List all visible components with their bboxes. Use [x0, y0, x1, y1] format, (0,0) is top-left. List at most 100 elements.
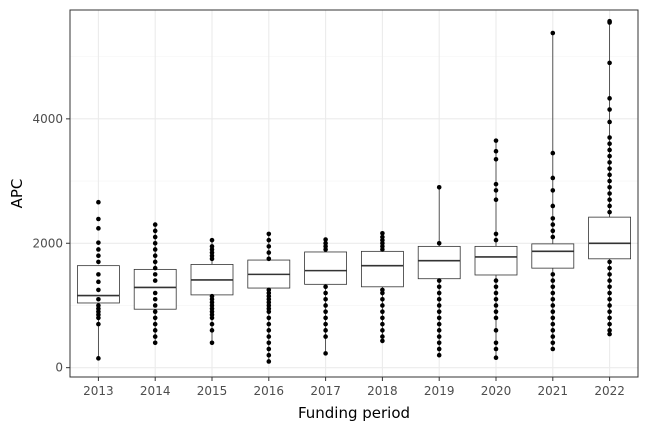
- data-point: [493, 303, 499, 308]
- data-point: [436, 352, 442, 358]
- data-point: [607, 290, 612, 296]
- data-point: [550, 321, 556, 327]
- data-point: [96, 315, 101, 321]
- data-point: [607, 172, 612, 178]
- data-point: [152, 234, 158, 240]
- data-point: [493, 148, 499, 154]
- data-point: [550, 150, 556, 156]
- data-point: [380, 315, 385, 321]
- box-2019: [417, 187, 461, 356]
- data-point: [607, 153, 612, 159]
- data-point: [493, 278, 499, 283]
- data-point: [550, 296, 556, 302]
- box-iqr: [304, 251, 348, 285]
- data-point: [607, 135, 612, 140]
- data-point: [266, 321, 272, 327]
- data-point: [96, 259, 101, 265]
- data-point: [266, 256, 272, 262]
- data-point: [209, 328, 215, 333]
- data-point: [550, 334, 556, 339]
- data-point: [152, 222, 158, 227]
- data-point: [323, 309, 328, 314]
- data-point: [607, 278, 612, 283]
- box-layer: [77, 21, 631, 362]
- data-point: [493, 188, 499, 193]
- data-point: [152, 340, 158, 346]
- x-tick-label: 2016: [254, 384, 285, 398]
- data-point: [550, 188, 556, 193]
- data-point: [550, 234, 556, 240]
- data-point: [152, 296, 158, 302]
- data-point: [550, 309, 556, 314]
- data-point: [380, 303, 385, 308]
- data-point: [436, 328, 442, 333]
- data-point: [436, 278, 442, 283]
- data-point: [493, 237, 499, 243]
- data-point: [550, 228, 556, 234]
- data-point: [493, 355, 499, 361]
- data-point: [550, 175, 556, 181]
- data-point: [96, 356, 101, 361]
- data-point: [96, 240, 101, 245]
- data-point: [436, 290, 442, 296]
- data-point: [323, 237, 328, 242]
- box-2013: [77, 265, 120, 359]
- data-point: [152, 334, 158, 339]
- data-point: [607, 309, 612, 314]
- x-tick-label: 2019: [424, 384, 455, 398]
- data-point: [152, 328, 158, 333]
- data-point: [550, 222, 556, 227]
- box-iqr: [417, 245, 461, 280]
- data-point: [323, 351, 328, 356]
- data-point: [550, 340, 556, 346]
- data-point: [209, 321, 215, 327]
- data-point: [436, 340, 442, 346]
- data-point: [152, 315, 158, 321]
- data-point: [607, 209, 612, 215]
- data-point: [152, 290, 158, 296]
- data-point: [436, 334, 442, 339]
- data-point: [323, 315, 328, 321]
- data-point: [436, 284, 442, 290]
- data-point: [607, 331, 612, 337]
- data-point: [493, 296, 499, 302]
- data-point: [323, 328, 328, 333]
- data-point: [493, 138, 499, 143]
- data-point: [323, 296, 328, 302]
- data-point: [152, 259, 158, 265]
- x-tick-label: 2015: [197, 384, 228, 398]
- box-2022: [588, 21, 631, 335]
- data-point: [152, 309, 158, 314]
- box-iqr: [588, 216, 631, 260]
- y-tick-label: 0: [55, 361, 63, 375]
- data-point: [266, 231, 272, 237]
- data-point: [607, 315, 612, 321]
- data-point: [436, 296, 442, 302]
- data-point: [493, 284, 499, 290]
- data-point: [436, 184, 442, 190]
- data-point: [436, 309, 442, 314]
- box-2021: [531, 33, 575, 350]
- point-layer: [96, 18, 612, 364]
- data-point: [152, 265, 158, 271]
- data-point: [607, 107, 612, 112]
- box-2018: [360, 233, 404, 341]
- data-point: [96, 279, 101, 285]
- data-point: [96, 272, 101, 277]
- data-point: [380, 321, 385, 327]
- data-point: [380, 328, 385, 333]
- data-point: [550, 216, 556, 221]
- x-tick-label: 2021: [538, 384, 569, 398]
- data-point: [152, 278, 158, 283]
- data-point: [209, 237, 215, 243]
- data-point: [380, 334, 385, 339]
- data-point: [323, 303, 328, 308]
- plot-panel: [70, 10, 638, 377]
- data-point: [607, 259, 612, 265]
- data-point: [550, 328, 556, 333]
- data-point: [550, 290, 556, 296]
- data-point: [96, 247, 101, 252]
- data-point: [493, 181, 499, 187]
- data-point: [96, 287, 101, 293]
- data-point: [607, 96, 612, 101]
